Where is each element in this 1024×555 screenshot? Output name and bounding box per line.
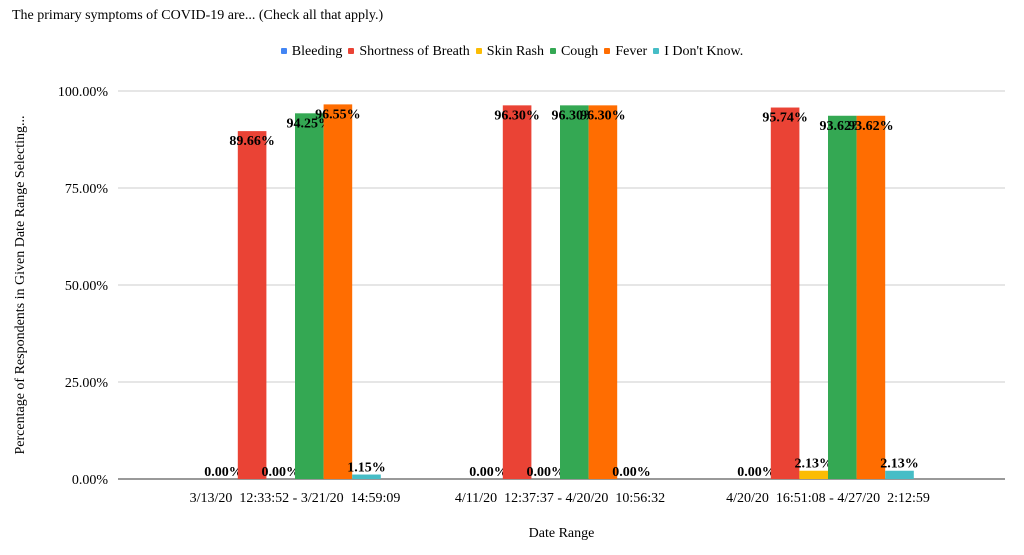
data-label: 2.13% bbox=[794, 457, 833, 472]
bar bbox=[237, 131, 267, 479]
data-label: 96.55% bbox=[315, 107, 361, 122]
x-tick-label: 4/11/20 12:37:37 - 4/20/20 10:56:32 bbox=[455, 491, 665, 506]
y-tick-label: 50.00% bbox=[65, 279, 109, 294]
data-label: 93.62% bbox=[848, 119, 894, 134]
bar bbox=[770, 107, 800, 479]
data-label: 2.13% bbox=[880, 457, 919, 472]
legend-swatch bbox=[549, 47, 556, 54]
data-label: 89.66% bbox=[229, 134, 275, 149]
data-label: 1.15% bbox=[347, 461, 386, 476]
legend: Bleeding Shortness of Breath Skin Rash Coug… bbox=[0, 44, 1024, 60]
bar bbox=[323, 104, 353, 480]
bar bbox=[352, 474, 381, 479]
chart-title: The primary symptoms of COVID-19 are... … bbox=[12, 8, 384, 23]
data-label: 95.74% bbox=[762, 111, 808, 126]
data-label: 96.30% bbox=[580, 108, 626, 123]
x-tick-label: 3/13/20 12:33:52 - 3/21/20 14:59:09 bbox=[190, 491, 401, 506]
data-label: 96.30% bbox=[552, 108, 598, 123]
legend-item: Bleeding bbox=[280, 44, 343, 60]
data-label: 0.00% bbox=[261, 465, 300, 480]
legend-swatch bbox=[475, 47, 482, 54]
legend-swatch bbox=[348, 47, 355, 54]
y-tick-label: 75.00% bbox=[65, 182, 109, 197]
legend-label: Cough bbox=[560, 44, 599, 59]
bar bbox=[799, 470, 828, 479]
legend-item: Fever bbox=[604, 44, 647, 60]
y-tick-label: 0.00% bbox=[72, 473, 109, 488]
data-label: 0.00% bbox=[204, 465, 243, 480]
data-label: 0.00% bbox=[469, 465, 508, 480]
legend-swatch bbox=[604, 47, 611, 54]
legend-item: I Don't Know. bbox=[653, 44, 743, 60]
data-label: 93.62% bbox=[820, 119, 866, 134]
legend-label: I Don't Know. bbox=[664, 44, 744, 59]
bar bbox=[295, 113, 324, 479]
bar bbox=[885, 470, 914, 479]
legend-label: Shortness of Breath bbox=[359, 44, 470, 59]
bar bbox=[856, 115, 886, 480]
x-axis-title: Date Range bbox=[529, 526, 595, 541]
data-label: 96.30% bbox=[494, 108, 540, 123]
data-label: 0.00% bbox=[526, 465, 565, 480]
legend-swatch bbox=[653, 47, 660, 54]
legend-item: Shortness of Breath bbox=[348, 44, 470, 60]
legend-label: Fever bbox=[615, 44, 648, 59]
data-label: 94.25% bbox=[287, 116, 333, 131]
bar bbox=[560, 105, 589, 479]
legend-label: Skin Rash bbox=[486, 44, 544, 59]
legend-item: Skin Rash bbox=[475, 44, 544, 60]
bar bbox=[502, 105, 532, 479]
bar bbox=[828, 115, 857, 480]
legend-label: Bleeding bbox=[291, 44, 343, 59]
y-axis-title: Percentage of Respondents in Given Date … bbox=[13, 115, 28, 454]
data-label: 0.00% bbox=[612, 465, 651, 480]
legend-item: Cough bbox=[549, 44, 599, 60]
legend-swatch bbox=[280, 47, 287, 54]
bar bbox=[588, 105, 618, 479]
y-tick-label: 100.00% bbox=[58, 85, 109, 100]
y-tick-label: 25.00% bbox=[65, 376, 109, 391]
data-label: 0.00% bbox=[737, 465, 776, 480]
x-tick-label: 4/20/20 16:51:08 - 4/27/20 2:12:59 bbox=[726, 491, 930, 506]
